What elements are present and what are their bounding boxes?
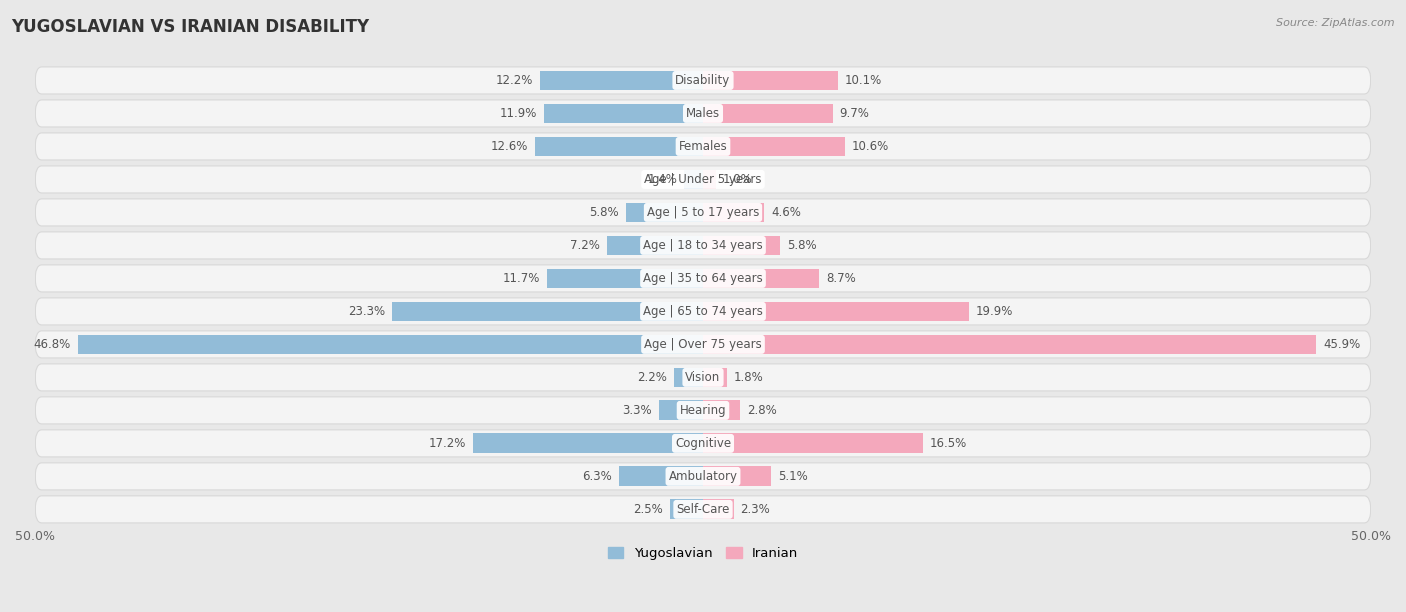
Text: 45.9%: 45.9% <box>1323 338 1360 351</box>
Bar <box>547 269 703 288</box>
Bar <box>669 499 703 519</box>
Bar <box>703 70 838 91</box>
Bar <box>540 70 703 91</box>
Text: 10.1%: 10.1% <box>845 74 882 87</box>
Text: 11.9%: 11.9% <box>501 107 537 120</box>
Text: 23.3%: 23.3% <box>347 305 385 318</box>
FancyBboxPatch shape <box>35 298 1371 325</box>
Text: 12.2%: 12.2% <box>496 74 533 87</box>
FancyBboxPatch shape <box>35 364 1371 391</box>
Bar <box>619 466 703 487</box>
FancyBboxPatch shape <box>35 133 1371 160</box>
Text: 10.6%: 10.6% <box>851 140 889 153</box>
Legend: Yugoslavian, Iranian: Yugoslavian, Iranian <box>602 542 804 565</box>
Text: 46.8%: 46.8% <box>34 338 72 351</box>
FancyBboxPatch shape <box>35 100 1371 127</box>
Text: 12.6%: 12.6% <box>491 140 529 153</box>
FancyBboxPatch shape <box>35 232 1371 259</box>
FancyBboxPatch shape <box>35 331 1371 358</box>
Text: Hearing: Hearing <box>679 404 727 417</box>
FancyBboxPatch shape <box>35 397 1371 424</box>
Bar <box>703 236 780 255</box>
Bar <box>703 136 845 156</box>
Text: 9.7%: 9.7% <box>839 107 869 120</box>
Text: 11.7%: 11.7% <box>502 272 540 285</box>
Text: 5.8%: 5.8% <box>787 239 817 252</box>
FancyBboxPatch shape <box>35 265 1371 292</box>
Text: 4.6%: 4.6% <box>770 206 801 219</box>
Text: 16.5%: 16.5% <box>931 437 967 450</box>
Text: 3.3%: 3.3% <box>623 404 652 417</box>
Text: Disability: Disability <box>675 74 731 87</box>
FancyBboxPatch shape <box>35 67 1371 94</box>
Bar <box>659 400 703 420</box>
Text: Age | 35 to 64 years: Age | 35 to 64 years <box>643 272 763 285</box>
Text: 1.0%: 1.0% <box>723 173 752 186</box>
FancyBboxPatch shape <box>35 463 1371 490</box>
Text: Males: Males <box>686 107 720 120</box>
Bar <box>703 170 717 189</box>
Text: Vision: Vision <box>685 371 721 384</box>
Bar <box>673 367 703 387</box>
Bar <box>474 433 703 453</box>
FancyBboxPatch shape <box>35 430 1371 457</box>
Bar <box>534 136 703 156</box>
Text: Age | 5 to 17 years: Age | 5 to 17 years <box>647 206 759 219</box>
Bar <box>703 203 765 222</box>
Text: Age | 65 to 74 years: Age | 65 to 74 years <box>643 305 763 318</box>
Bar <box>703 400 741 420</box>
Text: Age | 18 to 34 years: Age | 18 to 34 years <box>643 239 763 252</box>
Text: 19.9%: 19.9% <box>976 305 1012 318</box>
Text: Age | Over 75 years: Age | Over 75 years <box>644 338 762 351</box>
Bar <box>685 170 703 189</box>
Text: 2.5%: 2.5% <box>633 503 662 516</box>
Text: Females: Females <box>679 140 727 153</box>
Bar <box>703 335 1316 354</box>
Text: 5.1%: 5.1% <box>778 470 807 483</box>
Bar <box>703 269 820 288</box>
Text: YUGOSLAVIAN VS IRANIAN DISABILITY: YUGOSLAVIAN VS IRANIAN DISABILITY <box>11 18 370 36</box>
Bar <box>703 499 734 519</box>
Text: Self-Care: Self-Care <box>676 503 730 516</box>
Text: 1.4%: 1.4% <box>648 173 678 186</box>
Bar <box>607 236 703 255</box>
Bar <box>703 103 832 124</box>
Bar <box>703 367 727 387</box>
Bar <box>77 335 703 354</box>
Text: 2.2%: 2.2% <box>637 371 666 384</box>
FancyBboxPatch shape <box>35 199 1371 226</box>
Bar <box>544 103 703 124</box>
Text: Cognitive: Cognitive <box>675 437 731 450</box>
Bar <box>626 203 703 222</box>
Text: 2.8%: 2.8% <box>747 404 778 417</box>
Text: 6.3%: 6.3% <box>582 470 612 483</box>
Text: Age | Under 5 years: Age | Under 5 years <box>644 173 762 186</box>
Bar <box>703 433 924 453</box>
Bar <box>703 466 770 487</box>
Text: 2.3%: 2.3% <box>741 503 770 516</box>
FancyBboxPatch shape <box>35 496 1371 523</box>
Text: 17.2%: 17.2% <box>429 437 467 450</box>
Text: 8.7%: 8.7% <box>825 272 856 285</box>
Bar <box>392 302 703 321</box>
Bar <box>703 302 969 321</box>
Text: 7.2%: 7.2% <box>571 239 600 252</box>
Text: 5.8%: 5.8% <box>589 206 619 219</box>
Text: 1.8%: 1.8% <box>734 371 763 384</box>
Text: Ambulatory: Ambulatory <box>668 470 738 483</box>
Text: Source: ZipAtlas.com: Source: ZipAtlas.com <box>1277 18 1395 28</box>
FancyBboxPatch shape <box>35 166 1371 193</box>
